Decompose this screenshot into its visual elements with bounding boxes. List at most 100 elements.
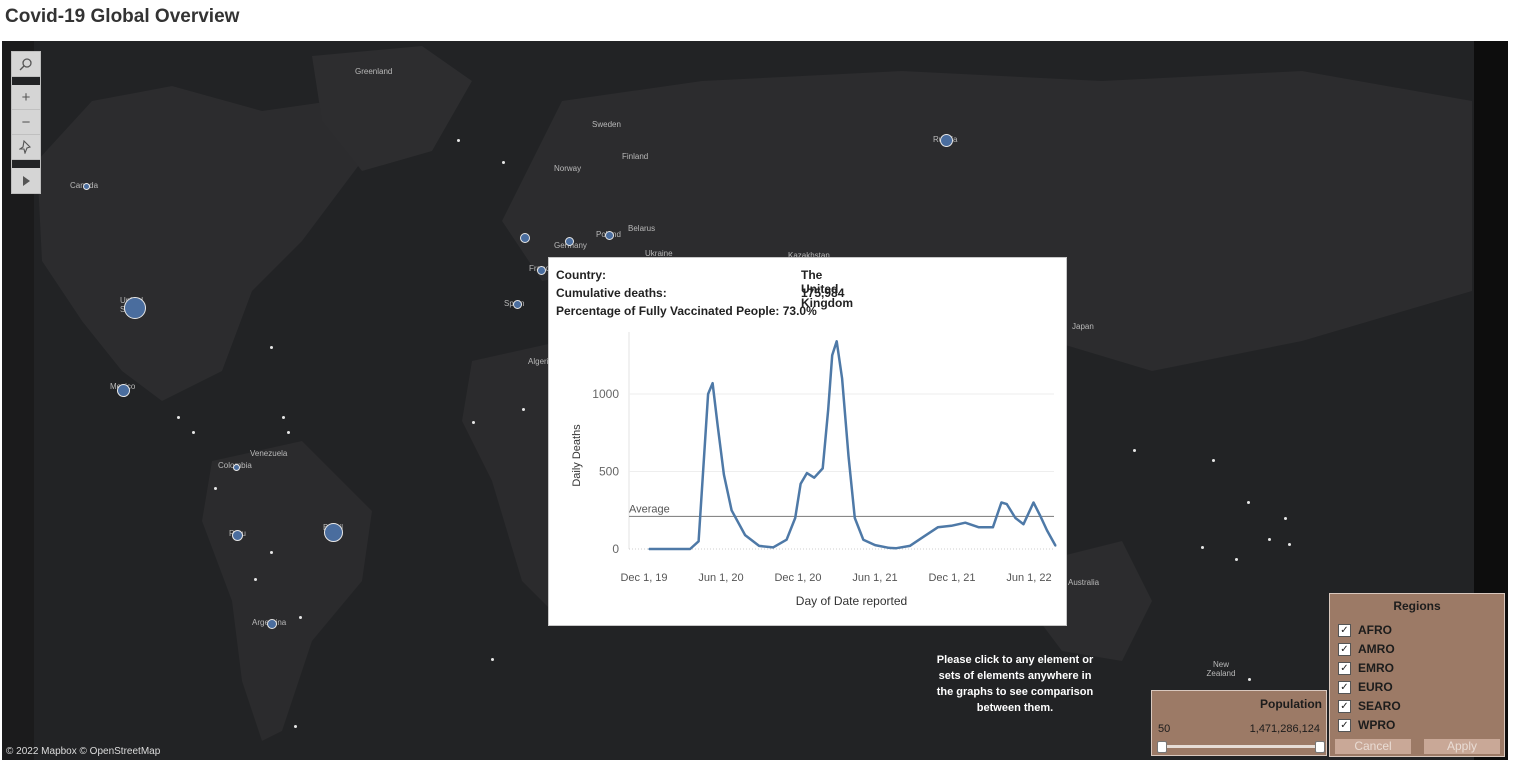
country-point[interactable] (270, 346, 273, 349)
region-label: AMRO (1358, 642, 1395, 656)
pin-icon (19, 140, 32, 154)
data-point (978, 526, 980, 529)
country-point[interactable] (1247, 501, 1250, 504)
tooltip-country-value: The United Kingdom (801, 268, 853, 310)
map-label-venezuela: Venezuela (250, 449, 288, 458)
country-point[interactable] (1248, 678, 1251, 681)
cancel-button[interactable]: Cancel (1335, 739, 1411, 754)
country-point[interactable] (1212, 459, 1215, 462)
data-point (703, 455, 705, 457)
country-point[interactable] (282, 416, 285, 419)
country-bubble[interactable] (940, 134, 953, 147)
data-point (648, 548, 650, 550)
x-tick-label: Dec 1, 21 (928, 572, 975, 584)
data-point (874, 544, 876, 546)
region-checkbox[interactable]: ✓ (1338, 719, 1351, 732)
country-point[interactable] (287, 431, 290, 434)
country-bubble[interactable] (324, 523, 343, 542)
country-point[interactable] (1284, 517, 1287, 520)
data-point (689, 548, 691, 550)
country-point[interactable] (192, 431, 195, 434)
country-bubble[interactable] (537, 266, 546, 275)
country-point[interactable] (502, 161, 505, 164)
country-point[interactable] (299, 616, 302, 619)
country-bubble[interactable] (124, 297, 146, 319)
country-bubble[interactable] (605, 231, 614, 240)
country-point[interactable] (472, 421, 475, 424)
country-point[interactable] (1201, 546, 1204, 549)
population-slider-min-handle[interactable] (1157, 741, 1167, 753)
tooltip-deaths-label: Cumulative deaths: (556, 286, 667, 300)
country-point[interactable] (1133, 449, 1136, 452)
country-bubble[interactable] (233, 464, 240, 471)
region-checkbox[interactable]: ✓ (1338, 700, 1351, 713)
region-checkbox[interactable]: ✓ (1338, 681, 1351, 694)
zoom-in-button[interactable]: + (12, 85, 40, 110)
page-title: Covid-19 Global Overview (5, 6, 240, 27)
data-point (923, 535, 925, 538)
x-tick-label: Jun 1, 21 (852, 572, 897, 584)
daily-deaths-line (649, 340, 1057, 551)
x-tick-label: Dec 1, 20 (774, 572, 821, 584)
population-min: 50 (1158, 723, 1171, 735)
map-search-button[interactable] (12, 52, 40, 77)
map-credit[interactable]: © 2022 Mapbox © OpenStreetMap (6, 746, 161, 757)
map-label-ukraine: Ukraine (645, 249, 673, 258)
map-label-algeria: Algeria (528, 357, 553, 366)
country-point[interactable] (214, 487, 217, 490)
y-tick-label: 1000 (592, 387, 619, 401)
population-slider-track[interactable] (1160, 745, 1320, 748)
data-point (772, 546, 774, 549)
country-bubble[interactable] (513, 300, 522, 309)
map-label-kazakhstan: Kazakhstan (788, 251, 830, 260)
population-slider-max-handle[interactable] (1315, 741, 1325, 753)
country-point[interactable] (177, 416, 180, 419)
country-bubble[interactable] (232, 530, 243, 541)
country-point[interactable] (294, 725, 297, 728)
data-point (707, 393, 709, 395)
data-point (785, 538, 788, 541)
data-point (711, 382, 714, 384)
country-point[interactable] (1235, 558, 1238, 561)
play-icon (23, 175, 30, 186)
data-point (937, 526, 939, 529)
search-icon (19, 58, 32, 71)
data-point (716, 424, 719, 426)
country-bubble[interactable] (565, 237, 574, 246)
x-tick-label: Dec 1, 19 (620, 572, 667, 584)
country-point[interactable] (457, 139, 460, 142)
country-bubble[interactable] (520, 233, 530, 243)
map-label-australia: Australia (1068, 578, 1100, 587)
map-label-japan: Japan (1072, 322, 1094, 331)
country-bubble[interactable] (267, 619, 277, 629)
daily-deaths-chart[interactable]: 0 500 1000 Dec 1, 19 Jun 1, 20 Dec 1, 20 Jun 1… (549, 324, 1066, 624)
data-point (730, 509, 733, 512)
data-point (744, 534, 746, 536)
region-checkbox[interactable]: ✓ (1338, 662, 1351, 675)
country-point[interactable] (254, 578, 257, 581)
population-title: Population (1260, 697, 1322, 711)
country-point[interactable] (1268, 538, 1271, 541)
country-point[interactable] (1288, 543, 1291, 546)
country-bubble[interactable] (83, 183, 90, 190)
regions-title: Regions (1393, 599, 1441, 613)
country-bubble[interactable] (117, 384, 130, 397)
data-point (758, 545, 760, 547)
country-point[interactable] (270, 551, 273, 554)
zoom-out-button[interactable]: − (12, 110, 40, 135)
data-point (794, 517, 797, 519)
toolbar-gap (12, 77, 40, 85)
data-point (909, 545, 911, 547)
tooltip-vax-value: 73.0% (782, 304, 817, 318)
country-point[interactable] (491, 658, 494, 661)
expand-toolbar-button[interactable] (12, 168, 40, 193)
region-checkbox[interactable]: ✓ (1338, 624, 1351, 637)
apply-button[interactable]: Apply (1424, 739, 1500, 754)
data-point (1038, 514, 1041, 516)
pin-map-button[interactable] (12, 135, 40, 160)
data-point (1032, 501, 1035, 504)
country-point[interactable] (522, 408, 525, 411)
data-point (799, 483, 802, 485)
region-checkbox[interactable]: ✓ (1338, 643, 1351, 656)
y-tick-label: 500 (599, 465, 619, 479)
